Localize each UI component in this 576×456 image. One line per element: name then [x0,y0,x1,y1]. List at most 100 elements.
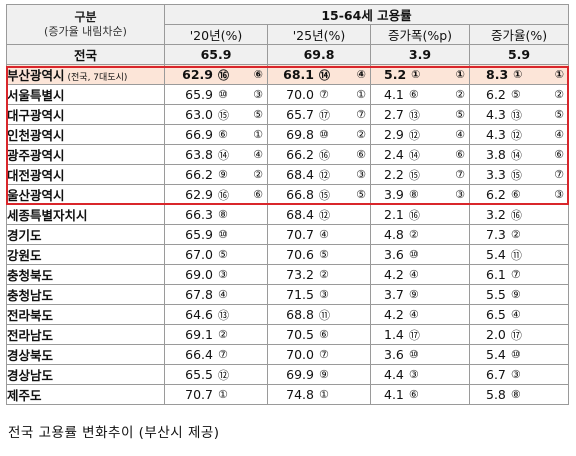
value-2025: 70.0 [286,347,314,362]
region-row: 경상북도 66.4 ⑦ 70.0 ⑦ 3.6 ⑩ 5.4 ⑩ [6,344,570,365]
increase-pp-content: 3.7 ⑨ [372,286,469,304]
region-name-cell: 대구광역시 [6,104,165,125]
increase-pp: 2.2 [384,167,404,182]
region-name: 서울특별시 [7,88,65,103]
value-2025-content: 68.8 ⑪ [269,306,370,324]
value-2020-cell: 65.5 ⑫ [164,364,268,385]
value-2020-rank-overall: ⑬ [218,308,229,322]
increase-pp-content: 4.1 ⑥ [372,386,469,404]
value-2020-content: 66.4 ⑦ [166,346,267,364]
increase-pp: 4.1 [384,87,404,102]
group-label: 구분 [74,10,97,24]
region-row: 대전광역시 66.2 ⑨ ② 68.4 ⑫ ③ 2.2 ⑮ ⑦ 3.3 ⑮ ⑦ [6,164,570,185]
value-2025-rank-overall: ⑫ [319,168,330,182]
increase-pp-rank-overall: ⑮ [408,168,420,182]
increase-rate-rank-overall: ⑪ [510,248,522,262]
region-name-cell: 경상북도 [6,344,165,365]
increase-rate: 3.8 [486,147,506,162]
region-name-cell: 전라남도 [6,324,165,345]
value-2020: 65.9 [185,87,213,102]
region-name: 전라북도 [7,308,54,323]
value-2025-rank-overall: ④ [319,228,329,241]
increase-pp-rank-overall: ⑨ [408,288,419,301]
region-name-cell: 대전광역시 [6,164,165,185]
value-2025-rank-metro: ⑦ [356,108,366,121]
increase-pp-rank-overall: ⑭ [408,148,420,162]
value-2020-rank-overall: ⑫ [218,368,229,382]
increase-rate: 5.4 [486,347,506,362]
group-sub-label: (증가율 내림차순) [44,25,127,38]
increase-pp-content: 4.1 ⑥ ② [372,86,469,104]
value-2025: 65.7 [286,107,314,122]
region-name: 인천광역시 [7,128,65,143]
increase-rate-content: 3.8 ⑭ ⑥ [471,146,568,164]
value-2020-rank-overall: ⑧ [218,208,228,221]
increase-pp-rank-metro: ⑤ [455,108,465,121]
value-2020-rank-overall: ① [218,388,228,401]
region-row: 전라남도 69.1 ② 70.5 ⑥ 1.4 ⑰ 2.0 ⑰ [6,324,570,345]
increase-rate-content: 2.0 ⑰ [471,326,568,344]
value-2025-rank-overall: ⑦ [319,88,329,101]
increase-rate: 5.5 [486,287,506,302]
value-2025-cell: 74.8 ① [267,384,371,405]
increase-rate-cell: 5.8 ⑧ [468,384,570,405]
value-2020: 66.3 [185,207,213,222]
region-name: 대전광역시 [7,168,65,183]
value-2020: 63.0 [185,107,213,122]
value-2020: 69.0 [185,267,213,282]
value-2025-cell: 70.6 ⑤ [267,244,371,265]
increase-pp-cell: 2.7 ⑬ ⑤ [370,104,470,125]
increase-rate-content: 7.3 ② [471,226,568,244]
value-2020-content: 66.3 ⑧ [166,206,267,224]
region-name: 경기도 [7,228,42,243]
increase-pp-rank-overall: ⑬ [408,108,420,122]
increase-rate-rank-overall: ⑮ [510,168,522,182]
value-2025: 69.8 [286,127,314,142]
increase-rate: 6.2 [486,187,506,202]
increase-pp-rank-overall: ⑰ [408,328,420,342]
value-2020-cell: 67.8 ④ [164,284,268,305]
increase-pp-content: 3.9 ⑧ ③ [372,186,469,204]
value-2020-rank-overall: ⑯ [218,188,229,202]
value-2020-content: 66.2 ⑨ ② [166,166,267,184]
increase-pp: 2.1 [384,207,404,222]
increase-pp-cell: 2.9 ⑫ ④ [370,124,470,145]
increase-pp-cell: 2.4 ⑭ ⑥ [370,144,470,165]
value-2020: 65.9 [185,227,213,242]
increase-rate-cell: 6.7 ③ [468,364,570,385]
value-2025-rank-overall: ② [319,268,329,281]
increase-rate-rank-overall: ⑦ [510,268,521,281]
increase-rate-cell: 5.4 ⑩ [468,344,570,365]
header-row-1: 구분 (증가율 내림차순) 15-64세 고용률 [6,4,570,45]
increase-rate-content: 3.2 ⑯ [471,206,568,224]
national-row: 전국 65.9 69.8 3.9 5.9 [6,44,570,65]
increase-rate: 4.3 [486,127,506,142]
increase-pp-content: 2.9 ⑫ ④ [372,126,469,144]
increase-rate-rank-overall: ⑨ [510,288,521,301]
region-name: 강원도 [7,248,42,263]
increase-pp-cell: 4.4 ③ [370,364,470,385]
value-2020-content: 63.8 ⑭ ④ [166,146,267,164]
value-2025-content: 70.6 ⑤ [269,246,370,264]
increase-rate-content: 3.3 ⑮ ⑦ [471,166,568,184]
increase-rate-cell: 3.8 ⑭ ⑥ [468,144,570,165]
increase-rate-rank-overall: ⑩ [510,348,521,361]
value-2020: 63.8 [185,147,213,162]
value-2020-rank-metro: ③ [253,88,263,101]
value-2025-cell: 65.7 ⑰ ⑦ [267,104,371,125]
increase-pp: 3.6 [384,247,404,262]
increase-pp-cell: 2.1 ⑯ [370,204,470,225]
value-2020-cell: 66.9 ⑥ ① [164,124,268,145]
increase-pp-cell: 4.1 ⑥ ② [370,84,470,105]
value-2020: 66.4 [185,347,213,362]
value-2025-cell: 69.9 ⑨ [267,364,371,385]
increase-pp-cell: 3.9 ⑧ ③ [370,184,470,205]
region-row: 울산광역시 62.9 ⑯ ⑥ 66.8 ⑮ ⑤ 3.9 ⑧ ③ 6.2 ⑥ ③ [6,184,570,205]
value-2025-content: 66.8 ⑮ ⑤ [269,186,370,204]
increase-rate-rank-overall: ② [510,228,521,241]
value-2020-content: 69.1 ② [166,326,267,344]
value-2025: 70.7 [286,227,314,242]
value-2025-cell: 70.0 ⑦ ① [267,84,371,105]
value-2020-rank-overall: ② [218,328,228,341]
increase-rate-content: 5.4 ⑪ [471,246,568,264]
